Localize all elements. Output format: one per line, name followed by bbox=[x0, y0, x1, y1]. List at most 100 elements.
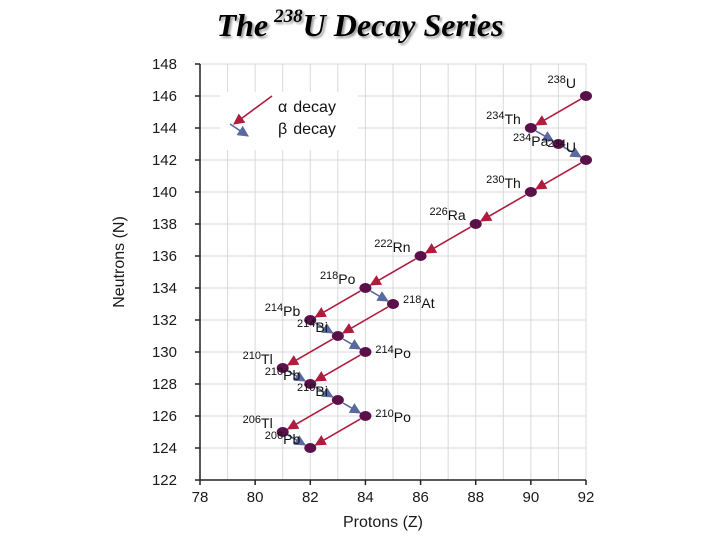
nuclide-symbol: Pb bbox=[283, 431, 300, 447]
x-tick-label: 92 bbox=[578, 489, 595, 506]
nuclide-label: 230Th bbox=[486, 174, 521, 191]
x-tick-label: 88 bbox=[467, 489, 484, 506]
nuclide-mass-number: 214 bbox=[265, 302, 283, 314]
x-tick-label: 90 bbox=[523, 489, 540, 506]
beta-decay-arrow bbox=[563, 146, 582, 158]
nuclide-mass-number: 210 bbox=[297, 382, 315, 394]
legend-alpha-label: α decay bbox=[278, 99, 336, 116]
nuclide-point bbox=[580, 91, 592, 101]
alpha-decay-arrow bbox=[535, 98, 582, 126]
title-rest: U Decay Series bbox=[302, 7, 504, 43]
beta-decay-arrow bbox=[287, 370, 307, 382]
nuclide-symbol: Bi bbox=[315, 383, 327, 399]
nuclide-symbol: U bbox=[566, 75, 576, 91]
y-tick-label: 124 bbox=[152, 440, 177, 457]
nuclide-mass-number: 234 bbox=[548, 138, 566, 150]
legend-alpha-arrow bbox=[233, 95, 273, 125]
nuclide-point bbox=[359, 283, 372, 293]
x-tick-label: 84 bbox=[357, 489, 374, 506]
alpha-decay-arrow bbox=[479, 194, 527, 222]
alpha-decay-arrow bbox=[286, 338, 334, 366]
nuclide-mass-number: 218 bbox=[403, 294, 421, 306]
y-tick-label: 128 bbox=[152, 376, 177, 393]
y-tick-label: 136 bbox=[152, 248, 177, 265]
nuclide-mass-number: 226 bbox=[429, 206, 447, 218]
nuclide-point bbox=[580, 155, 592, 165]
nuclide-mass-number: 210 bbox=[243, 350, 261, 362]
nuclide-label: 210Tl bbox=[243, 350, 273, 367]
nuclide-point bbox=[276, 363, 289, 373]
decay-arrows bbox=[286, 98, 582, 446]
nuclide-point bbox=[276, 427, 289, 437]
nuclide-label: 210Po bbox=[375, 408, 411, 425]
nuclide-symbol: Po bbox=[394, 345, 411, 361]
nuclide-symbol: Pb bbox=[283, 303, 300, 319]
legend-text: decay bbox=[293, 99, 336, 116]
nuclide-point bbox=[524, 123, 537, 133]
beta-decay-arrow bbox=[342, 338, 362, 350]
legend-symbol: β bbox=[278, 121, 287, 138]
nuclide-point bbox=[304, 315, 317, 325]
nuclide-mass-number: 230 bbox=[486, 174, 504, 186]
nuclide-mass-number: 218 bbox=[320, 270, 338, 282]
legend-beta-arrow bbox=[229, 123, 249, 137]
y-tick-label: 132 bbox=[152, 312, 177, 329]
y-tick-label: 148 bbox=[152, 56, 177, 73]
nuclide-symbol: Po bbox=[394, 409, 411, 425]
nuclide-label: 226Ra bbox=[429, 206, 465, 223]
alpha-decay-arrow bbox=[424, 226, 471, 254]
nuclide-point bbox=[524, 187, 537, 197]
legend-background bbox=[220, 92, 358, 150]
nuclide-point bbox=[304, 443, 317, 453]
nuclide-label: 238U bbox=[548, 74, 576, 91]
beta-decay-arrow bbox=[342, 402, 362, 414]
alpha-decay-arrow bbox=[314, 354, 361, 382]
nuclide-point bbox=[552, 139, 565, 149]
nuclide-point bbox=[469, 219, 482, 229]
nuclide-mass-number: 210 bbox=[375, 408, 393, 420]
y-axis-label: Neutrons (N) bbox=[111, 216, 128, 308]
alpha-decay-arrow bbox=[314, 418, 361, 446]
nuclide-points bbox=[276, 91, 592, 453]
nuclide-symbol: Po bbox=[338, 271, 355, 287]
y-tick-label: 146 bbox=[152, 88, 177, 105]
nuclide-label: 234U bbox=[548, 138, 576, 155]
y-tick-label: 144 bbox=[152, 120, 177, 137]
nuclide-mass-number: 238 bbox=[548, 74, 566, 86]
y-tick-label: 138 bbox=[152, 216, 177, 233]
legend-beta-label: β decay bbox=[278, 121, 336, 138]
beta-decay-arrow bbox=[535, 130, 555, 142]
nuclide-label: 214Pb bbox=[265, 302, 301, 319]
nuclide-symbol: Th bbox=[505, 111, 521, 127]
nuclide-mass-number: 214 bbox=[375, 344, 393, 356]
alpha-decay-arrow bbox=[342, 306, 389, 334]
nuclide-symbol: U bbox=[566, 139, 576, 155]
title-prefix: The bbox=[216, 7, 269, 43]
nuclide-label: 218Po bbox=[320, 270, 356, 287]
nuclide-label: 214Po bbox=[375, 344, 411, 361]
y-tick-label: 140 bbox=[152, 184, 177, 201]
nuclide-point bbox=[359, 347, 372, 357]
y-tick-label: 122 bbox=[152, 472, 177, 489]
nuclide-mass-number: 214 bbox=[297, 318, 315, 330]
alpha-decay-arrow bbox=[286, 402, 334, 430]
nuclide-symbol: Bi bbox=[315, 319, 327, 335]
nuclide-mass-number: 210 bbox=[265, 366, 283, 378]
nuclide-point bbox=[414, 251, 427, 261]
nuclide-mass-number: 234 bbox=[513, 132, 531, 144]
nuclide-symbol: Pa bbox=[531, 133, 548, 149]
nuclide-symbol: Tl bbox=[261, 415, 273, 431]
nuclide-label: 206Pb bbox=[265, 430, 301, 447]
nuclide-symbol: Rn bbox=[393, 239, 411, 255]
nuclide-label: 210Bi bbox=[297, 382, 328, 399]
nuclide-symbol: Tl bbox=[261, 351, 273, 367]
nuclide-point bbox=[331, 395, 344, 405]
nuclide-point bbox=[331, 331, 344, 341]
nuclide-symbol: Th bbox=[505, 175, 521, 191]
x-tick-label: 82 bbox=[302, 489, 319, 506]
nuclide-label: 234Th bbox=[486, 110, 521, 127]
nuclide-mass-number: 206 bbox=[243, 414, 261, 426]
nuclide-label: 206Tl bbox=[243, 414, 273, 431]
